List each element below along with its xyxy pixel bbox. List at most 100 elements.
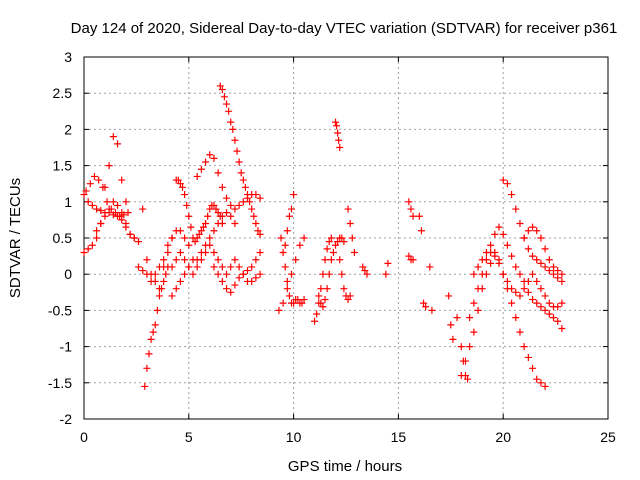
data-point [323,285,331,293]
data-point [149,328,157,336]
series-arc-d [93,198,138,242]
y-tick-label: 0 [64,266,72,282]
data-point [229,125,237,133]
data-point [181,191,189,199]
data-point [218,212,226,220]
data-point [93,234,101,242]
data-point [275,306,283,314]
data-point [340,285,348,293]
data-point [516,328,524,336]
data-point [118,216,126,224]
data-point [252,220,260,228]
data-point [218,277,226,285]
series-arc-ad [520,223,566,278]
data-point [202,158,210,166]
data-point [334,129,342,137]
data-point [313,310,321,318]
data-point [415,212,423,220]
data-point [285,292,293,300]
data-point [409,212,417,220]
data-point [529,296,537,304]
data-point [405,252,413,260]
data-point [191,238,199,246]
data-point [332,241,340,249]
data-point [233,147,241,155]
data-point [195,230,203,238]
data-point [558,277,566,285]
data-point [332,118,340,126]
data-point [210,263,218,271]
data-point [252,256,260,264]
data-point [470,299,478,307]
data-point [134,238,142,246]
data-point [470,328,478,336]
data-point [487,259,495,267]
series-arc-e [134,234,176,285]
data-point [256,194,264,202]
data-point [529,223,537,231]
data-point [93,227,101,235]
chart-title: Day 124 of 2020, Sidereal Day-to-day VTE… [71,20,618,37]
data-point [344,205,352,213]
series-arc-g [141,263,172,390]
data-point [214,220,222,228]
data-point [126,230,134,238]
data-point [405,198,413,206]
data-point [478,270,486,278]
data-point [325,238,333,246]
data-point [445,292,453,300]
data-point [143,364,151,372]
data-point [333,122,341,130]
data-point [202,241,210,249]
data-point [292,256,300,264]
data-point [529,270,537,278]
data-point [206,234,214,242]
data-point [495,223,503,231]
data-point [554,267,562,275]
data-point [363,270,371,278]
data-point [417,227,425,235]
data-point [554,303,562,311]
data-point [447,321,455,329]
data-point [558,325,566,332]
data-point [168,292,176,300]
data-point [336,144,344,151]
data-point [545,267,553,275]
data-point [449,335,457,343]
data-point [97,220,105,228]
data-point [537,285,545,293]
data-point [189,270,197,278]
data-point [520,285,528,293]
series-arc-f [139,205,193,293]
data-point [361,267,369,275]
data-point [181,234,189,242]
data-point [231,136,239,144]
series-arc-m [210,248,264,296]
series-arc-t [336,256,354,304]
data-point [533,375,541,383]
data-point [239,176,247,184]
data-point [223,194,231,202]
data-point [80,248,88,256]
data-point [319,270,327,278]
data-point [508,191,516,199]
data-point [409,256,417,264]
data-point [172,256,180,264]
data-point [218,263,226,271]
x-tick-label: 20 [495,429,511,445]
data-point [185,241,193,249]
data-point [541,306,549,314]
data-point [558,299,566,307]
series-arc-u [344,205,358,256]
data-point [285,212,293,220]
data-point [101,212,109,220]
data-point [541,245,549,253]
data-point [227,201,235,209]
data-point [227,263,235,271]
data-point [327,256,335,264]
data-point [160,256,168,264]
data-point [153,306,161,314]
series-arc-y [445,292,472,383]
data-point [183,201,191,209]
data-point [344,296,352,304]
